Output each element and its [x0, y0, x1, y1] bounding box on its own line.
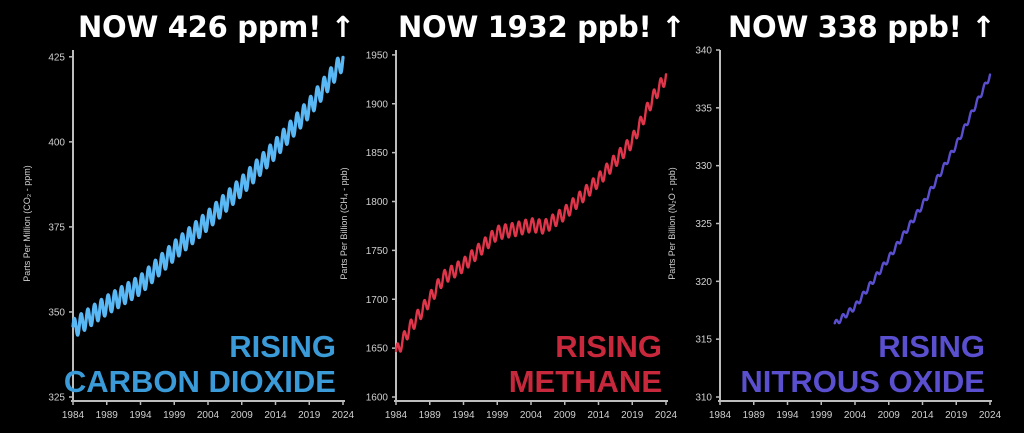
co2-y-tick-label: 350: [48, 307, 65, 318]
n2o-headline: NOW 338 ppb! ↑: [728, 10, 996, 44]
n2o-x-tick-label: 2014: [911, 410, 934, 421]
co2-chart: 325 350 375 400 425 1984 1989 1994 1999 2004 2009 2…: [22, 50, 355, 421]
n2o-y-tick-label: 340: [695, 46, 712, 57]
n2o-x-tick-label: 1994: [776, 410, 799, 421]
methane-x-tick-label: 2009: [554, 410, 577, 421]
methane-data-line: [394, 73, 668, 353]
co2-y-axis-label: Parts Per Million (CO₂ - ppm): [22, 165, 32, 282]
co2-x-tick-label: 2014: [264, 410, 287, 421]
methane-y-tick-label: 1900: [366, 99, 389, 110]
methane-x-tick-label: 2024: [655, 410, 678, 421]
methane-x-tick-label: 2014: [587, 410, 610, 421]
n2o-x-tick-label: 2019: [945, 410, 968, 421]
co2-x-tick-label: 2019: [298, 410, 321, 421]
co2-y-tick-label: 375: [48, 222, 65, 233]
methane-headline: NOW 1932 ppb! ↑: [398, 10, 686, 44]
methane-y-tick-label: 1850: [366, 148, 389, 159]
co2-y-tick-label: 400: [48, 137, 65, 148]
methane-y-axis-label: Parts Per Billion (CH₄ - ppb): [339, 167, 349, 279]
n2o-y-tick-label: 315: [695, 335, 712, 346]
co2-rising-label: RISING: [229, 329, 336, 364]
n2o-rising-label: RISING: [878, 329, 985, 364]
methane-x-tick-label: 2004: [520, 410, 543, 421]
co2-x-tick-label: 2009: [231, 410, 254, 421]
co2-x-tick-label: 1984: [62, 410, 85, 421]
co2-x-tick-label: 2024: [332, 410, 355, 421]
n2o-y-axis-label: Parts Per Billion (N₂O - ppb): [667, 167, 677, 280]
co2-x-tick-label: 1999: [163, 410, 186, 421]
methane-y-tick-label: 1800: [366, 197, 389, 208]
n2o-y-tick-label: 320: [695, 277, 712, 288]
methane-y-tick-label: 1950: [366, 50, 389, 61]
n2o-y-tick-label: 325: [695, 219, 712, 230]
co2-gas-label: CARBON DIOXIDE: [64, 364, 336, 399]
n2o-gas-label: NITROUS OXIDE: [740, 364, 985, 399]
co2-data-line: [71, 55, 345, 337]
methane-x-tick-label: 1994: [452, 410, 475, 421]
n2o-y-tick-label: 330: [695, 161, 712, 172]
methane-gas-label: METHANE: [509, 364, 662, 399]
co2-y-tick-label: 325: [48, 393, 65, 404]
methane-y-tick-label: 1600: [366, 393, 389, 404]
n2o-x-tick-label: 2024: [979, 410, 1002, 421]
methane-y-tick-label: 1750: [366, 246, 389, 257]
methane-y-tick-label: 1700: [366, 295, 389, 306]
n2o-x-tick-label: 1984: [709, 410, 732, 421]
co2-x-tick-label: 2004: [197, 410, 220, 421]
n2o-y-tick-label: 310: [695, 393, 712, 404]
co2-headline: NOW 426 ppm! ↑: [78, 10, 355, 44]
methane-y-tick-label: 1650: [366, 344, 389, 355]
co2-panel: NOW 426 ppm! ↑ 325 350 375 400 425 1984 1989 19…: [0, 0, 355, 433]
methane-x-tick-label: 1989: [419, 410, 442, 421]
methane-x-tick-label: 1999: [486, 410, 509, 421]
methane-rising-label: RISING: [555, 329, 662, 364]
co2-x-tick-label: 1994: [129, 410, 152, 421]
methane-x-tick-label: 2019: [621, 410, 644, 421]
co2-y-tick-label: 425: [48, 52, 65, 63]
n2o-x-tick-label: 2009: [878, 410, 901, 421]
methane-x-tick-label: 1984: [385, 410, 408, 421]
n2o-x-tick-label: 2004: [844, 410, 867, 421]
n2o-y-tick-label: 335: [695, 103, 712, 114]
n2o-x-tick-label: 1989: [743, 410, 766, 421]
co2-x-tick-label: 1989: [96, 410, 119, 421]
n2o-x-tick-label: 1999: [810, 410, 833, 421]
n2o-data-line: [833, 73, 992, 325]
